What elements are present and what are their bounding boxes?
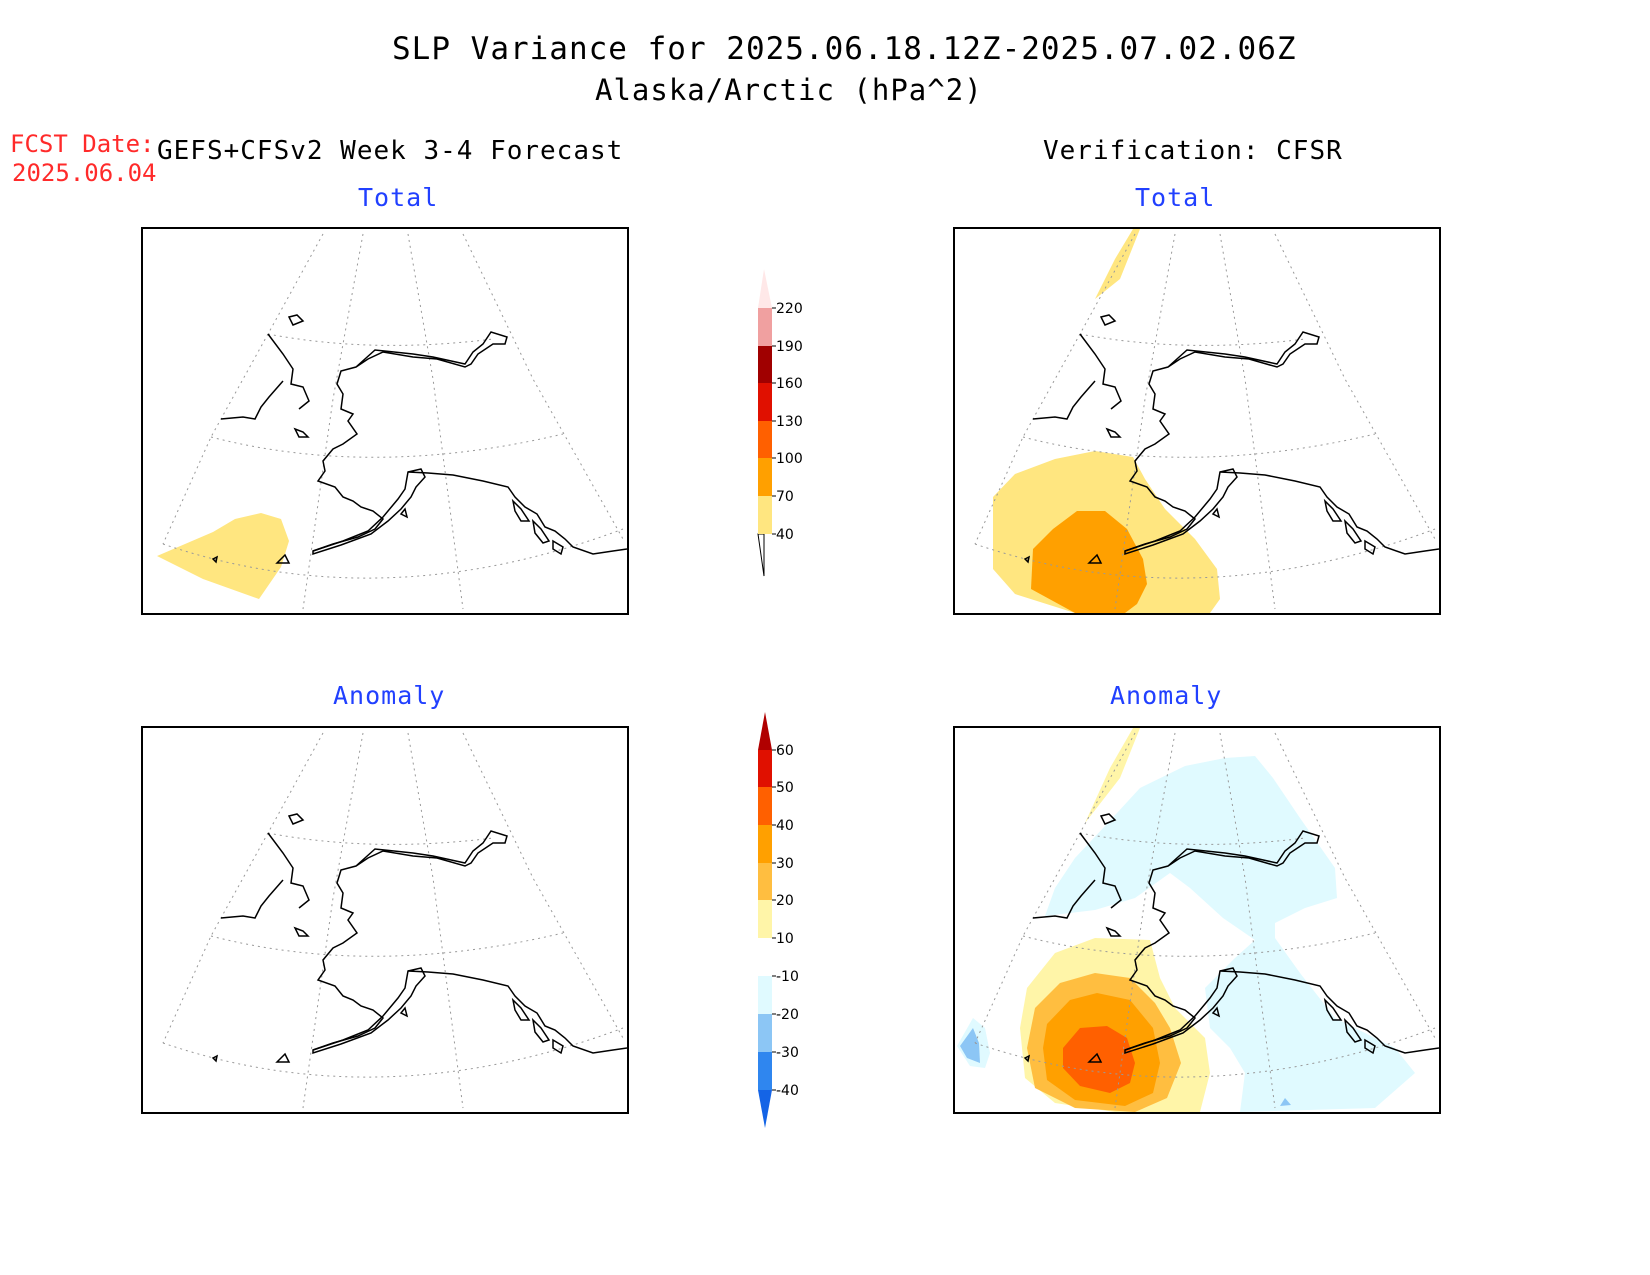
cbar-label: -30	[776, 1045, 799, 1061]
shading	[993, 229, 1220, 613]
cbar-label: 40	[776, 818, 794, 834]
cbar-label: 40	[776, 527, 794, 543]
lat-lon-grid	[162, 732, 624, 1109]
cbar-seg-50-60	[758, 750, 772, 787]
cbar-label: -20	[776, 1007, 799, 1023]
coastline	[211, 314, 627, 564]
cbar-label: 30	[776, 856, 794, 872]
cbar-label: 70	[776, 489, 794, 505]
cbar-label: 130	[776, 414, 803, 430]
forecast-total-map	[141, 227, 629, 615]
anomaly-colorbar: -40 -30 -20 -10 10 20 30 40 50 60	[740, 710, 830, 1135]
coastline	[211, 813, 627, 1063]
cbar-seg-lower	[758, 1090, 772, 1128]
forecast-heading: GEFS+CFSv2 Week 3-4 Forecast	[157, 136, 624, 166]
cbar-seg-30-40	[758, 825, 772, 863]
cbar-seg-70-100	[758, 458, 772, 496]
verification-anomaly-map	[953, 726, 1441, 1114]
shading	[957, 728, 1415, 1112]
verification-heading: Verification: CFSR	[1043, 136, 1343, 166]
shading	[157, 513, 289, 599]
cbar-seg-40-50	[758, 787, 772, 825]
cbar-seg-upper	[758, 712, 772, 750]
forecast-anomaly-map	[141, 726, 629, 1114]
cbar-seg-20-30	[758, 863, 772, 900]
bottom-left-panel-title: Anomaly	[333, 681, 446, 710]
top-left-panel-title: Total	[358, 183, 439, 212]
anomaly-colorbar-ticks	[772, 749, 776, 1091]
cbar-seg-100-130	[758, 421, 772, 458]
cbar-seg--10-10	[758, 938, 772, 976]
figure-title: SLP Variance for 2025.06.18.12Z-2025.07.…	[392, 31, 1297, 67]
cbar-seg-40-70	[758, 496, 772, 534]
fcst-label: FCST Date:	[10, 130, 155, 158]
cbar-label: 190	[776, 339, 803, 355]
cbar-label: 100	[776, 451, 803, 467]
figure-subtitle: Alaska/Arctic (hPa^2)	[595, 73, 983, 107]
fcst-date: 2025.06.04	[12, 159, 157, 187]
anomaly-colorbar-labels: -40 -30 -20 -10 10 20 30 40 50 60	[776, 743, 799, 1099]
cbar-seg--30--20	[758, 1014, 772, 1052]
cbar-seg--40--30	[758, 1052, 772, 1090]
cbar-seg--20--10	[758, 976, 772, 1014]
cbar-seg-130-160	[758, 383, 772, 421]
cbar-label: 50	[776, 780, 794, 796]
cbar-label: 20	[776, 893, 794, 909]
cbar-label: -40	[776, 1083, 799, 1099]
coastline	[1023, 314, 1439, 564]
cbar-seg-10-20	[758, 900, 772, 938]
lat-lon-grid	[974, 233, 1436, 610]
cbar-label: 160	[776, 376, 803, 392]
lat-lon-grid	[974, 732, 1436, 1109]
bottom-right-panel-title: Anomaly	[1110, 681, 1223, 710]
top-right-panel-title: Total	[1135, 183, 1216, 212]
verification-total-map	[953, 227, 1441, 615]
cbar-seg-lower	[757, 533, 765, 577]
total-colorbar-ticks	[772, 307, 776, 535]
cbar-seg-upper	[758, 269, 772, 308]
total-colorbar: 40 70 100 130 160 190 220	[740, 266, 830, 578]
anomaly-colorbar-segments	[758, 712, 772, 1128]
cbar-label: 220	[776, 301, 803, 317]
cbar-label: 10	[776, 931, 794, 947]
total-colorbar-segments	[757, 269, 772, 577]
lat-lon-grid	[162, 233, 624, 610]
total-colorbar-labels: 40 70 100 130 160 190 220	[776, 301, 803, 543]
cbar-label: 60	[776, 743, 794, 759]
cbar-seg-190-220	[758, 308, 772, 346]
coastline	[1023, 813, 1439, 1063]
cbar-seg-160-190	[758, 346, 772, 383]
cbar-label: -10	[776, 969, 799, 985]
